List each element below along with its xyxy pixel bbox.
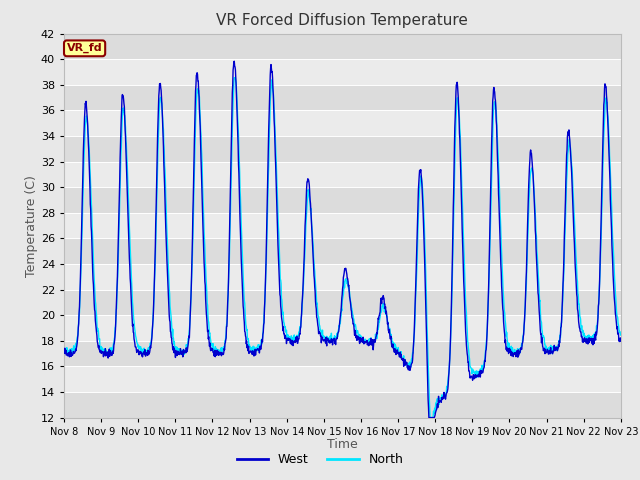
Bar — [64, 239, 621, 264]
Bar — [64, 315, 621, 341]
Bar — [64, 289, 621, 315]
Bar — [64, 264, 621, 289]
Bar — [64, 187, 621, 213]
Text: VR_fd: VR_fd — [67, 43, 102, 53]
Bar — [64, 213, 621, 239]
Y-axis label: Temperature (C): Temperature (C) — [25, 175, 38, 276]
Bar — [64, 85, 621, 110]
Bar — [64, 162, 621, 187]
Bar — [64, 392, 621, 418]
Bar — [64, 136, 621, 162]
Bar — [64, 34, 621, 59]
Bar — [64, 341, 621, 366]
X-axis label: Time: Time — [327, 438, 358, 451]
Bar — [64, 366, 621, 392]
Title: VR Forced Diffusion Temperature: VR Forced Diffusion Temperature — [216, 13, 468, 28]
Bar — [64, 110, 621, 136]
Bar — [64, 59, 621, 85]
Legend: West, North: West, North — [232, 448, 408, 471]
